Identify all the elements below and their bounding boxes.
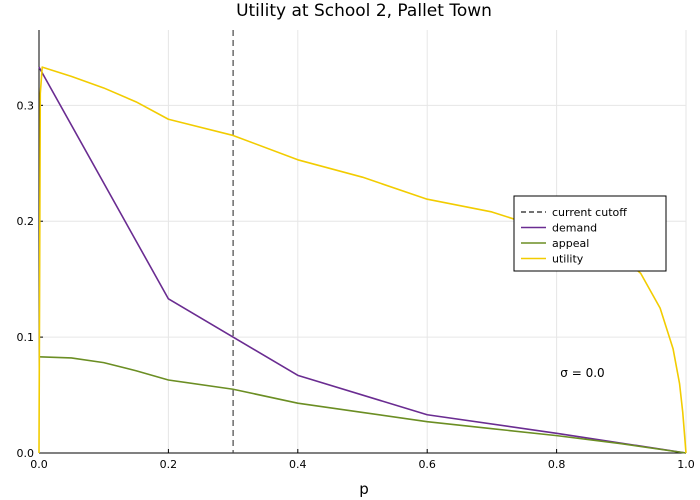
chart-title: Utility at School 2, Pallet Town	[236, 1, 492, 21]
legend-label-appeal: appeal	[552, 237, 589, 250]
legend-label-demand: demand	[552, 222, 597, 235]
legend-label-current-cutoff: current cutoff	[552, 206, 627, 219]
sigma-annotation: σ = 0.0	[560, 366, 604, 380]
y-tick-label: 0.1	[17, 331, 35, 344]
y-tick-label: 0.3	[17, 99, 35, 112]
utility-series-line	[38, 66, 687, 454]
legend-label-utility: utility	[552, 253, 584, 266]
y-tick-label: 0.2	[17, 215, 35, 228]
annotations: σ = 0.0	[560, 366, 604, 380]
demand-series-line	[38, 66, 687, 454]
x-tick-label: 0.2	[160, 458, 178, 471]
x-axis-label: p	[359, 480, 369, 498]
x-tick-label: 0.0	[30, 458, 48, 471]
plot-area	[38, 30, 687, 454]
tick-labels: 0.0 0.2 0.4 0.6 0.8 1.0 0.0 0.1 0.2 0.3	[17, 99, 695, 471]
x-tick-label: 1.0	[677, 458, 695, 471]
x-tick-label: 0.4	[289, 458, 307, 471]
y-tick-label: 0.0	[17, 447, 35, 460]
x-tick-label: 0.6	[418, 458, 436, 471]
appeal-series-line	[38, 356, 687, 454]
legend: current cutoff demand appeal utility	[513, 195, 667, 272]
x-tick-label: 0.8	[548, 458, 566, 471]
